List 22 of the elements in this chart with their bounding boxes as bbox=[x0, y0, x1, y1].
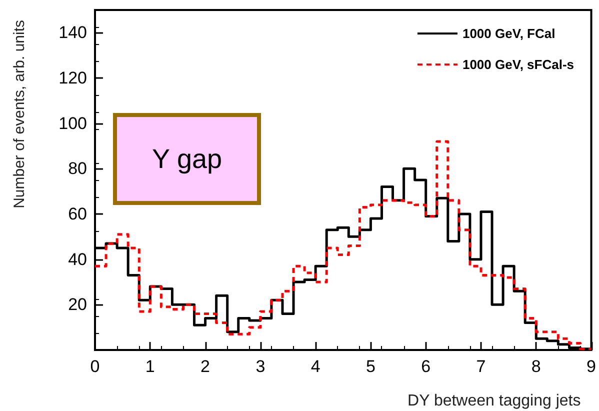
legend-label: 1000 GeV, FCal bbox=[462, 26, 556, 41]
x-tick-label: 9 bbox=[586, 357, 596, 376]
y-tick-label: 140 bbox=[58, 23, 87, 42]
y-tick-label: 100 bbox=[58, 114, 87, 133]
annotation: Y gap bbox=[152, 144, 222, 174]
x-tick-label: 6 bbox=[421, 357, 431, 376]
x-tick-label: 7 bbox=[476, 357, 486, 376]
y-tick-label: 40 bbox=[68, 250, 87, 269]
y-tick-label: 80 bbox=[68, 159, 87, 178]
y-axis-title: Number of events, arb. units bbox=[11, 20, 28, 208]
x-tick-label: 2 bbox=[200, 357, 210, 376]
x-tick-label: 1 bbox=[145, 357, 155, 376]
y-tick-label: 120 bbox=[58, 68, 87, 88]
x-tick-label: 3 bbox=[256, 357, 266, 376]
x-tick-label: 4 bbox=[310, 357, 320, 376]
y-tick-label: 20 bbox=[68, 295, 87, 314]
x-tick-label: 5 bbox=[366, 357, 376, 376]
legend-label: 1000 GeV, sFCal-s bbox=[462, 57, 574, 72]
x-tick-label: 0 bbox=[90, 357, 100, 376]
x-tick-label: 8 bbox=[531, 357, 541, 376]
y-tick-label: 60 bbox=[68, 204, 87, 224]
x-axis-title: DY between tagging jets bbox=[408, 392, 581, 410]
